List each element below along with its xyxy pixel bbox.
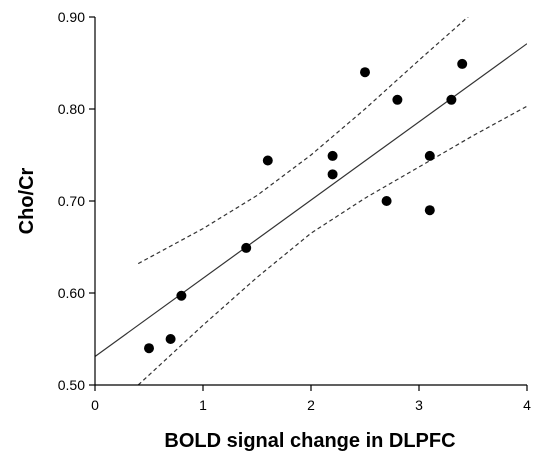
axes-layer xyxy=(94,17,527,386)
y-tick-label: 0.90 xyxy=(58,9,85,25)
data-point xyxy=(392,94,403,105)
regression-line-layer xyxy=(95,43,527,357)
x-axis-title: BOLD signal change in DLPFC xyxy=(164,430,455,452)
y-axis-title: Cho/Cr xyxy=(16,167,38,234)
x-tick-label: 4 xyxy=(523,397,531,413)
regression-line xyxy=(95,43,527,357)
ticks-layer: 0 1 2 3 4 0.50 0.60 0.70 0.80 0.90 xyxy=(58,9,531,413)
data-point xyxy=(241,242,252,253)
x-tick-label: 1 xyxy=(199,397,207,413)
y-tick-label: 0.60 xyxy=(58,285,85,301)
data-point xyxy=(424,150,435,161)
data-point xyxy=(446,94,457,105)
data-points-layer xyxy=(144,58,468,354)
data-point xyxy=(262,155,273,166)
x-tick-label: 3 xyxy=(415,397,423,413)
x-tick-label: 0 xyxy=(91,397,99,413)
y-tick-label: 0.80 xyxy=(58,101,85,117)
data-point xyxy=(424,205,435,216)
data-point xyxy=(144,343,154,354)
confidence-band-layer xyxy=(137,17,527,385)
data-point xyxy=(327,150,338,161)
confidence-band-upper xyxy=(137,17,469,265)
y-tick-label: 0.70 xyxy=(58,193,85,209)
y-tick-label: 0.50 xyxy=(58,377,85,393)
data-point xyxy=(360,67,370,78)
data-point xyxy=(327,169,338,180)
confidence-band-lower xyxy=(137,105,527,385)
data-point xyxy=(381,196,392,206)
x-tick-label: 2 xyxy=(307,397,315,413)
data-point xyxy=(457,58,468,69)
data-point xyxy=(165,334,176,344)
data-point xyxy=(176,290,187,301)
